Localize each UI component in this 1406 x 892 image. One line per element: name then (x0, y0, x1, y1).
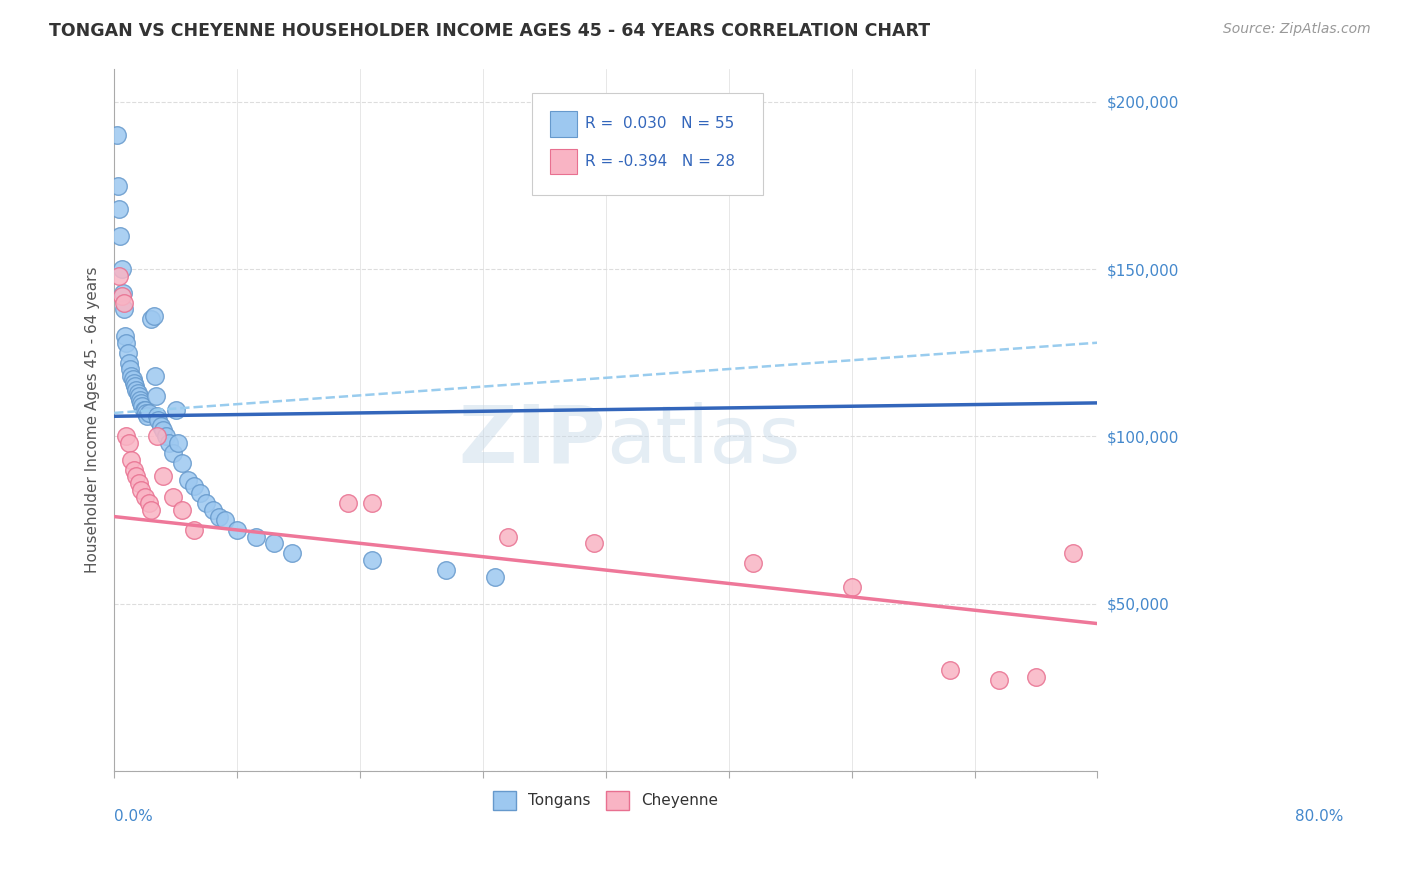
Point (131, 399, 153, 413)
Point (111, 285, 134, 300)
Text: ZIP: ZIP (458, 401, 606, 480)
Point (159, 436, 181, 450)
Point (122, 463, 145, 477)
Point (134, 402, 156, 417)
Point (128, 389, 150, 403)
Point (146, 429, 169, 443)
Point (129, 396, 152, 410)
Point (142, 309, 165, 323)
Point (177, 473, 200, 487)
FancyBboxPatch shape (531, 93, 763, 195)
Point (152, 423, 174, 437)
Point (121, 372, 143, 386)
Point (118, 356, 141, 370)
Point (170, 503, 193, 517)
Text: R = -0.394   N = 28: R = -0.394 N = 28 (585, 153, 735, 169)
Point (146, 409, 169, 424)
Point (105, 128, 128, 143)
Y-axis label: Householder Income Ages 45 - 64 years: Householder Income Ages 45 - 64 years (86, 267, 100, 573)
Text: 80.0%: 80.0% (1295, 809, 1343, 824)
Point (112, 302, 135, 317)
Legend: Tongans, Cheyenne: Tongans, Cheyenne (488, 785, 724, 815)
Point (152, 469, 174, 483)
Point (125, 383, 148, 397)
Point (195, 496, 218, 510)
Point (167, 436, 190, 450)
Point (138, 496, 160, 510)
FancyBboxPatch shape (550, 149, 578, 174)
Point (145, 389, 167, 403)
Text: atlas: atlas (606, 401, 800, 480)
Point (138, 406, 160, 420)
Point (183, 523, 205, 537)
Point (939, 664, 962, 678)
FancyBboxPatch shape (550, 112, 578, 136)
Point (149, 419, 172, 434)
Point (120, 362, 142, 376)
Point (162, 446, 184, 460)
Point (110, 262, 132, 277)
Point (115, 335, 138, 350)
Point (132, 402, 155, 417)
Point (134, 490, 156, 504)
Point (110, 289, 132, 303)
Point (484, 570, 506, 584)
Point (107, 178, 129, 193)
Point (125, 469, 148, 483)
Point (124, 379, 146, 393)
Point (155, 429, 177, 443)
Point (110, 228, 132, 243)
Point (841, 580, 863, 594)
Point (108, 268, 131, 283)
Point (139, 312, 162, 326)
Point (434, 563, 457, 577)
Point (582, 536, 605, 550)
Point (129, 483, 152, 497)
Point (114, 329, 136, 343)
Point (226, 523, 249, 537)
Point (988, 673, 1011, 688)
Point (108, 202, 131, 216)
Point (361, 553, 384, 567)
Point (136, 409, 159, 424)
Point (281, 546, 304, 560)
Point (118, 436, 141, 450)
Point (139, 503, 162, 517)
Point (183, 479, 205, 493)
Point (201, 503, 224, 517)
Point (361, 496, 384, 510)
Point (214, 513, 236, 527)
Point (120, 452, 142, 467)
Point (143, 369, 166, 384)
Point (263, 536, 285, 550)
Point (245, 530, 267, 544)
Point (117, 345, 139, 359)
Point (129, 392, 152, 407)
Point (120, 369, 142, 384)
Point (112, 295, 135, 310)
Text: 0.0%: 0.0% (114, 809, 153, 824)
Point (188, 486, 211, 500)
Text: TONGAN VS CHEYENNE HOUSEHOLDER INCOME AGES 45 - 64 YEARS CORRELATION CHART: TONGAN VS CHEYENNE HOUSEHOLDER INCOME AG… (49, 22, 931, 40)
Point (165, 402, 187, 417)
Text: Source: ZipAtlas.com: Source: ZipAtlas.com (1223, 22, 1371, 37)
Point (115, 429, 138, 443)
Point (127, 385, 149, 400)
Text: R =  0.030   N = 55: R = 0.030 N = 55 (585, 117, 734, 131)
Point (128, 476, 150, 491)
Point (336, 496, 359, 510)
Point (148, 412, 170, 426)
Point (1025, 670, 1047, 684)
Point (170, 456, 193, 470)
Point (162, 490, 184, 504)
Point (496, 530, 519, 544)
Point (1062, 546, 1084, 560)
Point (208, 509, 231, 524)
Point (122, 376, 145, 390)
Point (742, 557, 765, 571)
Point (135, 406, 157, 420)
